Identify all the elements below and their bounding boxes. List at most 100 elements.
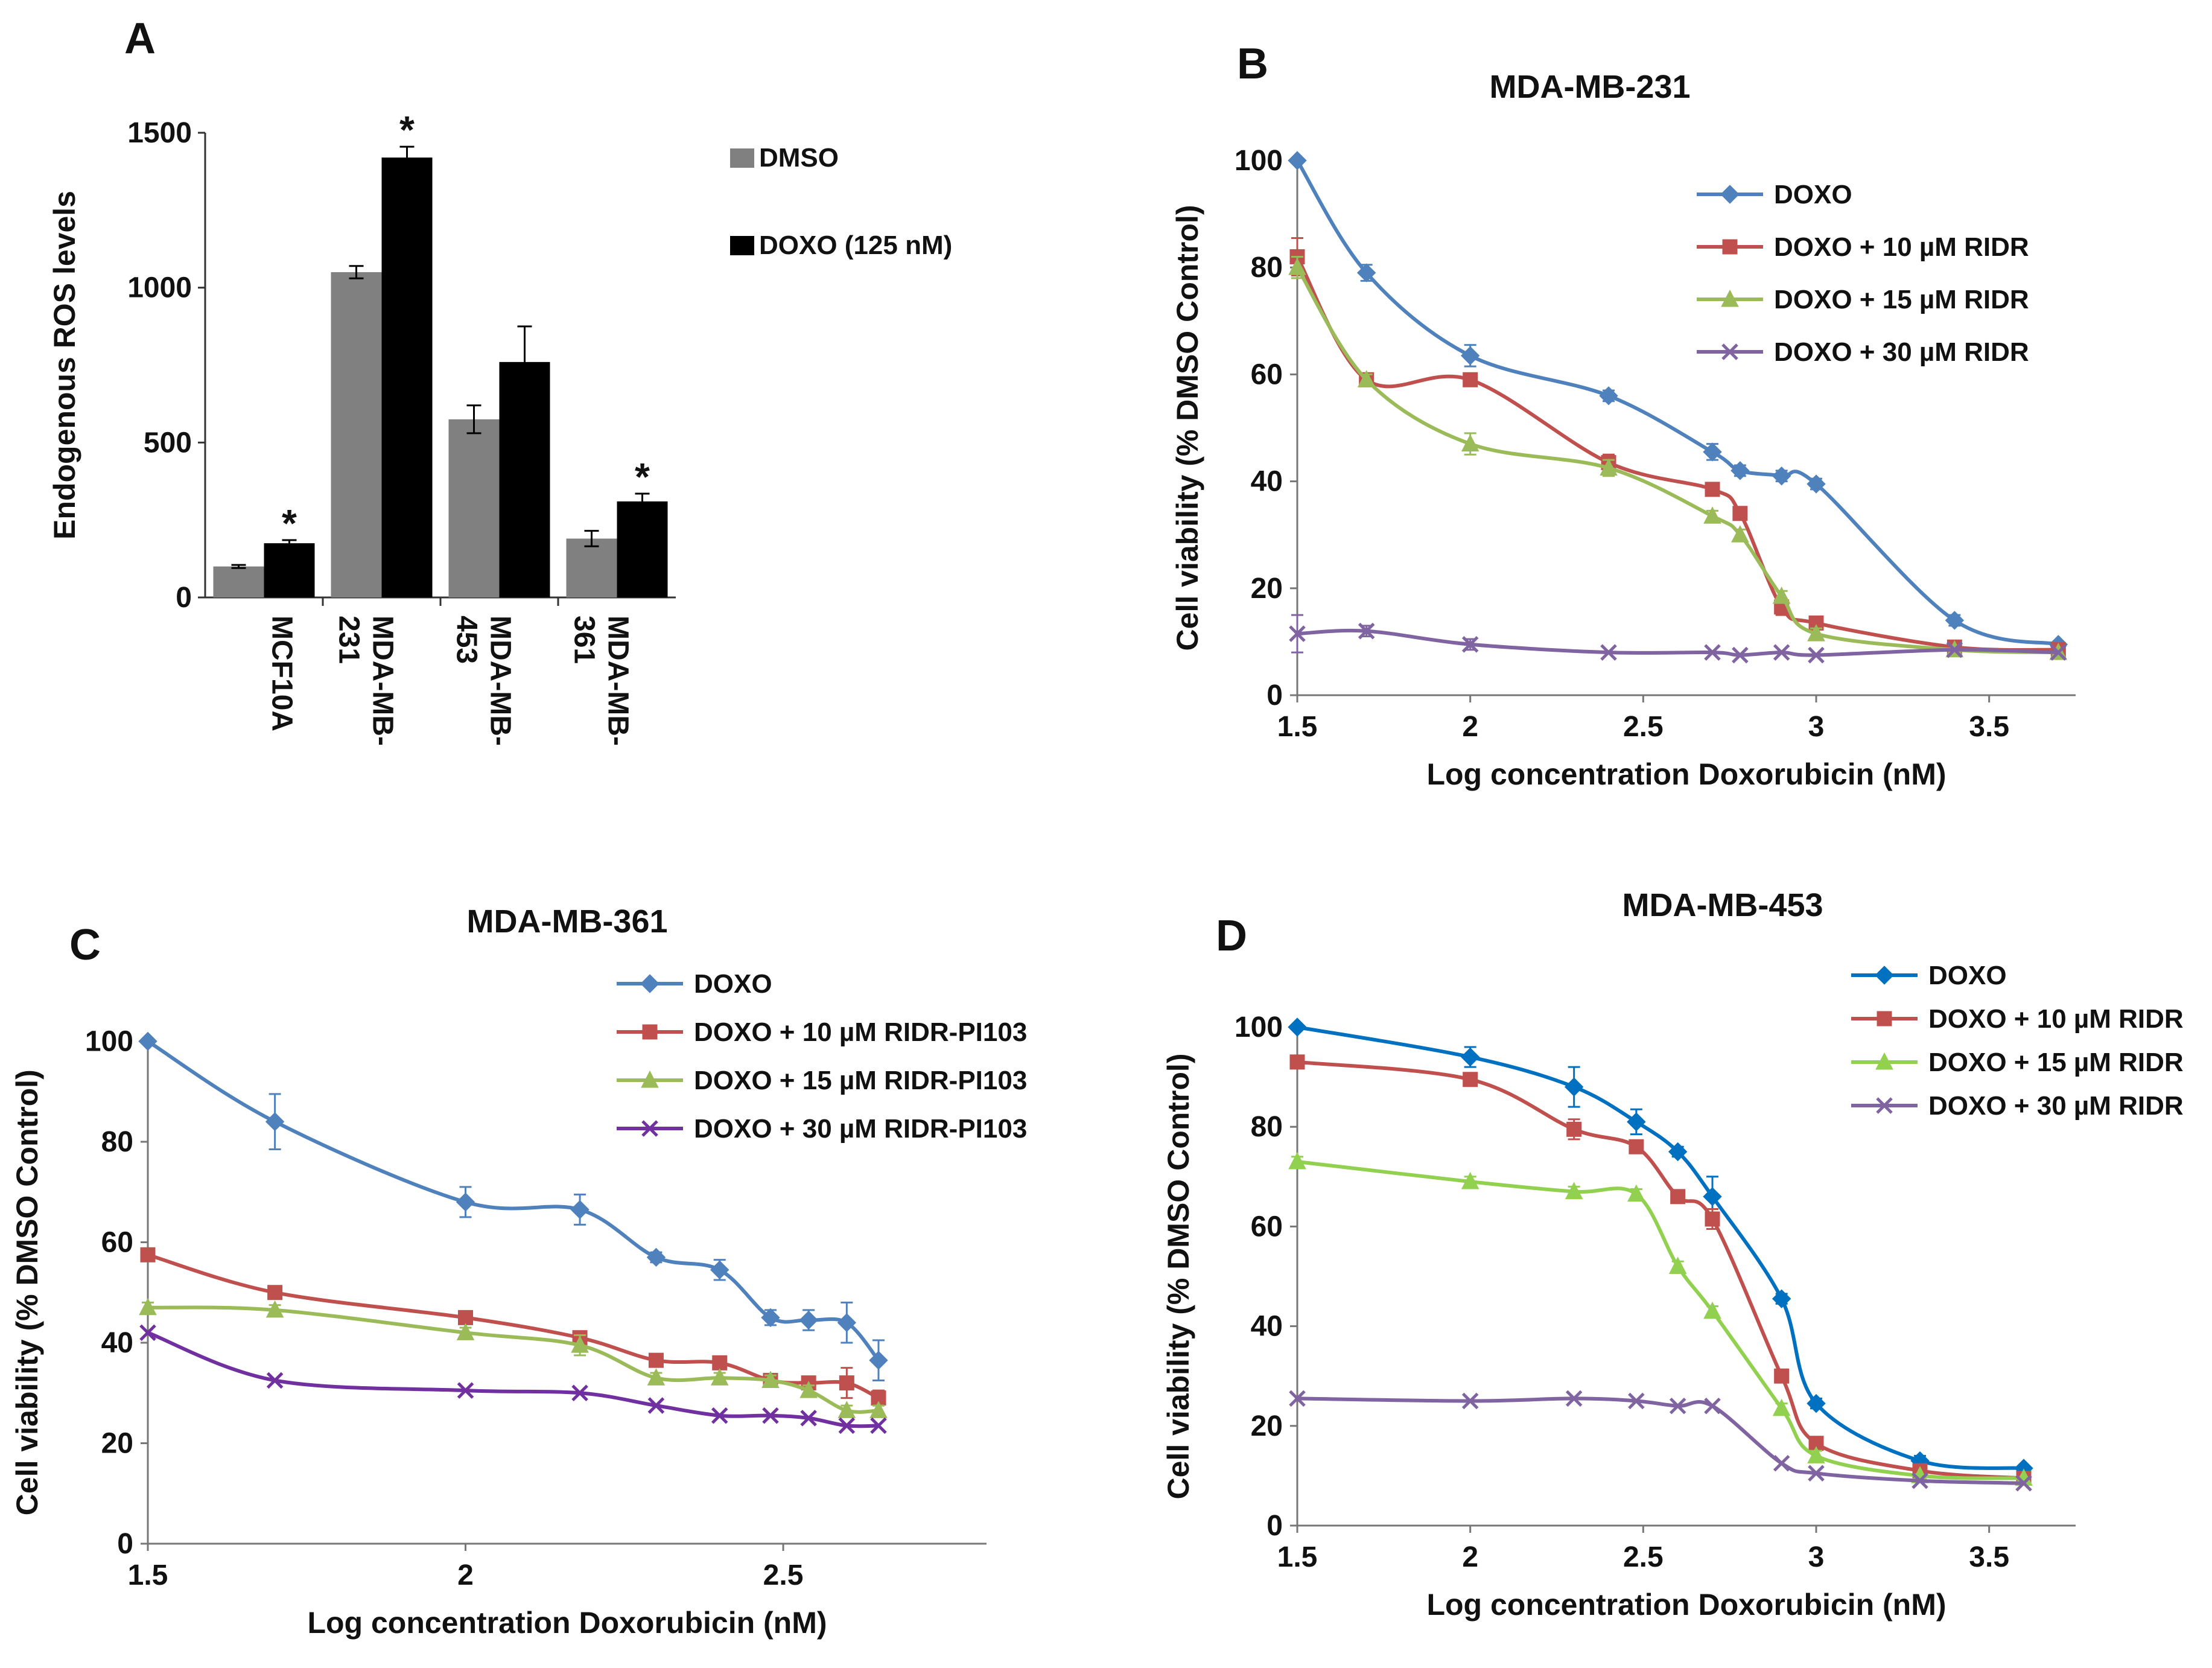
data-point [1703,506,1721,524]
data-point [1288,258,1306,275]
data-point [761,1308,780,1328]
data-point [869,1401,888,1418]
bar [617,501,668,597]
x-category-label-line: MDA-MB- [485,616,516,746]
y-tick-label: 80 [101,1126,133,1158]
data-point [1808,1465,1825,1482]
x-category-label-line: MDA-MB- [602,616,634,746]
data-point [1629,1139,1644,1154]
data-point [1705,482,1720,497]
y-tick-label: 20 [101,1428,133,1460]
panel-letter-c: C [69,921,101,969]
data-point [265,1112,285,1132]
data-point [1628,1392,1645,1410]
y-tick-label: 0 [117,1528,133,1560]
y-axis-title: Cell viability (% DMSO Control) [1171,205,1204,651]
data-point [1599,386,1618,406]
series-1 [138,1031,888,1381]
series-4 [1289,614,2067,664]
x-tick-label: 3 [1808,711,1825,743]
data-point [762,1407,779,1424]
x-category-label: MCF10A [266,616,298,731]
data-point [1565,1182,1583,1200]
data-point [1461,636,1479,653]
data-point [1627,1184,1645,1202]
data-point [1600,644,1617,661]
y-tick-label: 60 [1251,1211,1283,1243]
data-point [1704,644,1721,661]
y-axis-title: Endogenous ROS levels [48,191,81,540]
x-category-label-line: MCF10A [266,616,298,731]
data-point [1731,461,1750,480]
data-point [800,1410,817,1427]
x-tick-label: 1.5 [1277,711,1318,743]
data-point [571,1335,589,1353]
x-tick-label: 1.5 [1277,1541,1318,1573]
data-point [839,1375,854,1391]
x-category-label-line: 453 [451,616,483,664]
x-tick-label: 2.5 [763,1559,804,1591]
bar [448,419,500,597]
data-point [1357,370,1376,387]
legend-marker [1876,1097,1893,1114]
legend-label: DOXO + 15 µM RIDR [1774,285,2029,314]
y-tick-label: 100 [1235,1011,1283,1043]
data-point [1807,474,1826,494]
legend-label: DOXO + 10 µM RIDR [1774,232,2029,262]
data-point [571,1384,588,1402]
series-line [1297,1025,2024,1470]
y-tick-label: 40 [1251,1311,1283,1343]
x-category-label-line: 361 [568,616,600,664]
y-tick-label: 0 [176,582,192,614]
data-point [1564,1077,1584,1097]
data-point [1358,622,1375,640]
legend-marker [1721,343,1738,360]
legend-label: DOXO + 15 µM RIDR-PI103 [694,1066,1027,1095]
bar [566,538,617,597]
data-point [139,1297,157,1316]
data-point [711,1407,728,1424]
error-bar [584,530,599,547]
data-point [1772,1289,1791,1308]
error-bar [635,492,650,511]
chart-title: MDA-MB-361 [466,903,667,940]
legend-marker [641,1120,658,1137]
bar [213,566,264,597]
data-point [646,1247,666,1267]
legend-marker [1721,289,1739,307]
bar [331,272,382,597]
legend-marker [642,1024,658,1040]
y-tick-label: 40 [1251,466,1283,498]
data-point [1461,1171,1479,1189]
series-line [1297,1060,2024,1480]
data-point [1703,1301,1721,1319]
series-4 [139,1324,887,1434]
x-category-label: MDA-MB-361 [568,616,634,746]
x-tick-label: 2.5 [1623,711,1664,743]
data-point [456,1323,475,1340]
series-1 [1288,151,2068,654]
legend-swatch [730,236,754,255]
data-point [1600,458,1618,476]
data-point [1703,1187,1722,1206]
data-point [138,1031,157,1051]
data-point [1288,1151,1306,1170]
data-point [139,1324,156,1342]
data-point [837,1313,857,1332]
data-point [1668,1142,1688,1162]
legend-label: DMSO [759,143,839,173]
data-point [1289,1390,1306,1407]
panel-d-line-chart: MDA-MB-453 0 20 40 60 80 100 1.5 2 2.5 3 3.5 Log con… [1162,887,2184,1622]
x-tick-label: 3.5 [1969,711,2009,743]
error-bar [231,564,246,569]
legend-label: DOXO [1928,961,2007,990]
x-tick-label: 3 [1808,1541,1825,1573]
data-point [799,1381,818,1398]
data-point [1703,442,1722,462]
series-line [1297,1396,2024,1485]
data-point [1772,466,1791,486]
data-point [267,1285,283,1300]
x-axis-title: Log concentration Doxorubicin (nM) [307,1606,827,1640]
y-tick-label: 80 [1251,252,1283,284]
series-line [1295,266,2059,655]
